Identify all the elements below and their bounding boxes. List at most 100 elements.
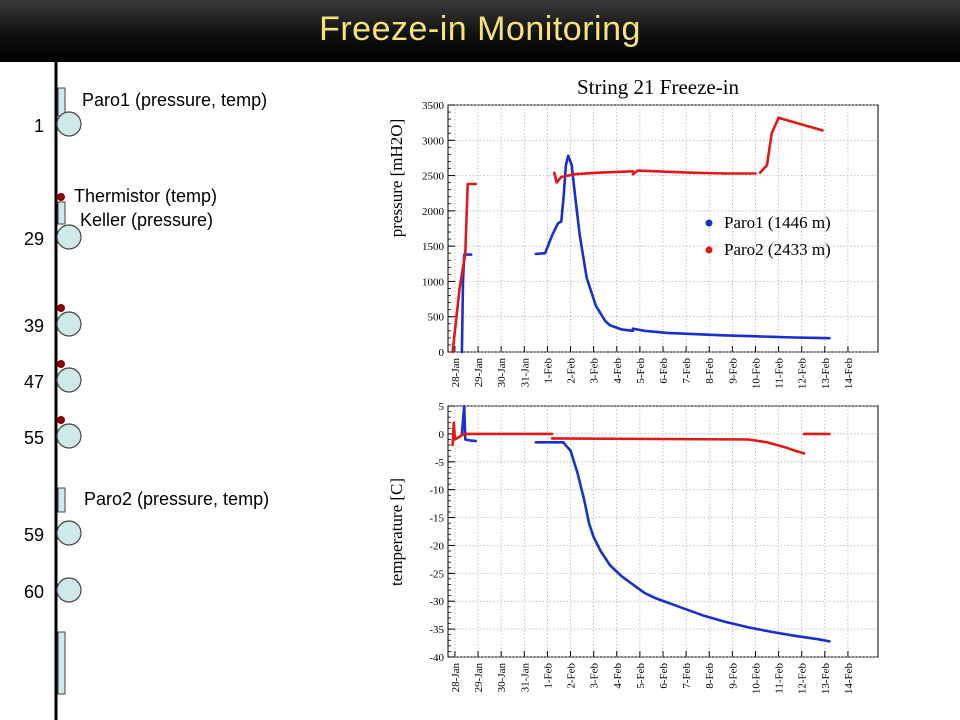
temperature-y-tick-label: -10 bbox=[429, 485, 444, 497]
temperature-x-tick-label: 12-Feb bbox=[797, 663, 809, 695]
sensor-label-paro1: Paro1 (pressure, temp) bbox=[82, 90, 267, 110]
pressure-series-line bbox=[451, 182, 477, 354]
pressure-x-tick-label: 13-Feb bbox=[820, 358, 832, 390]
dom-label-1: 1 bbox=[34, 116, 44, 136]
pressure-x-tick-label: 1-Feb bbox=[542, 358, 554, 384]
legend-marker bbox=[705, 219, 713, 227]
pressure-x-tick-label: 10-Feb bbox=[750, 358, 762, 390]
pressure-x-tick-label: 28-Jan bbox=[450, 358, 462, 388]
pressure-y-tick-label: 2500 bbox=[422, 171, 445, 183]
pressure-x-tick-label: 31-Jan bbox=[519, 358, 531, 388]
dom-circle-47 bbox=[56, 367, 82, 393]
pressure-y-tick-label: 500 bbox=[428, 312, 445, 324]
temperature-y-tick-label: -20 bbox=[429, 540, 444, 552]
pressure-series-line bbox=[534, 251, 547, 256]
pressure-x-tick-label: 9-Feb bbox=[727, 358, 739, 384]
chart-title: String 21 Freeze-in bbox=[577, 75, 740, 99]
temperature-y-tick-label: 5 bbox=[439, 401, 445, 413]
dom-label-59: 59 bbox=[24, 525, 44, 545]
pressure-series-line bbox=[543, 154, 635, 333]
temperature-series-line bbox=[562, 441, 831, 643]
temperature-y-axis-label: temperature [C] bbox=[387, 478, 406, 586]
legend-label: Paro2 (2433 m) bbox=[724, 240, 831, 259]
bottom-weight-box bbox=[57, 631, 66, 695]
pressure-x-tick-label: 11-Feb bbox=[774, 358, 786, 389]
temperature-x-tick-label: 14-Feb bbox=[843, 663, 855, 695]
thermistor-dot bbox=[57, 193, 65, 201]
freeze-in-chart: String 21 Freeze-in pressure [mH2O] temp… bbox=[387, 75, 879, 695]
sensor-label-thermistor: Thermistor (temp) bbox=[74, 186, 217, 206]
paro2-sensor-box bbox=[57, 487, 66, 513]
temperature-y-tick-label: -15 bbox=[429, 513, 444, 525]
pressure-x-tick-label: 14-Feb bbox=[843, 358, 855, 390]
pressure-series-line bbox=[553, 170, 635, 184]
dom-circle-1 bbox=[56, 111, 82, 137]
temperature-x-tick-label: 3-Feb bbox=[589, 663, 601, 689]
temperature-y-tick-label: 0 bbox=[439, 429, 445, 441]
pressure-y-tick-label: 1000 bbox=[422, 276, 445, 288]
pressure-series-line bbox=[631, 327, 831, 340]
temperature-x-tick-label: 8-Feb bbox=[704, 663, 716, 689]
pressure-x-tick-label: 29-Jan bbox=[473, 358, 485, 388]
temperature-x-tick-label: 2-Feb bbox=[566, 663, 578, 689]
pressure-x-tick-label: 6-Feb bbox=[658, 358, 670, 384]
temperature-y-tick-label: -40 bbox=[429, 652, 444, 664]
pressure-x-tick-label: 7-Feb bbox=[681, 358, 693, 384]
temperature-x-tick-label: 1-Feb bbox=[542, 663, 554, 689]
pressure-x-tick-label: 8-Feb bbox=[704, 358, 716, 384]
pressure-x-tick-label: 3-Feb bbox=[589, 358, 601, 384]
pressure-x-tick-label: 5-Feb bbox=[635, 358, 647, 384]
keller-sensor-box bbox=[57, 201, 66, 225]
temperature-y-tick-label: -25 bbox=[429, 568, 444, 580]
pressure-y-tick-label: 2000 bbox=[422, 206, 445, 218]
temperature-y-tick-label: -35 bbox=[429, 624, 444, 636]
dom-circle-60 bbox=[56, 577, 82, 603]
dom-label-47: 47 bbox=[24, 372, 44, 392]
temperature-series-line bbox=[550, 437, 750, 441]
sensor-label-keller: Keller (pressure) bbox=[80, 210, 213, 230]
temperature-series-line bbox=[460, 404, 477, 443]
temperature-x-tick-label: 31-Jan bbox=[519, 663, 531, 693]
page-title: Freeze-in Monitoring bbox=[319, 10, 641, 48]
pressure-panel: 28-Jan 29-Jan 30-Jan 31-Jan 1-Feb 2-Feb 3-Feb 4… bbox=[422, 100, 879, 390]
dom-label-29: 29 bbox=[24, 229, 44, 249]
pressure-y-tick-label: 1500 bbox=[422, 241, 445, 253]
dom-circle-39 bbox=[56, 311, 82, 337]
dom-label-60: 60 bbox=[24, 582, 44, 602]
pressure-x-tick-label: 2-Feb bbox=[566, 358, 578, 384]
temperature-x-tick-label: 5-Feb bbox=[635, 663, 647, 689]
legend-marker bbox=[705, 246, 713, 254]
string-diagram: 1 29 39 47 55 59 60 Paro1 (pressure, tem… bbox=[24, 62, 269, 720]
title-bar: Freeze-in Monitoring bbox=[0, 0, 960, 62]
temperature-x-tick-label: 6-Feb bbox=[658, 663, 670, 689]
temperature-series-line bbox=[451, 421, 480, 447]
temperature-x-tick-label: 29-Jan bbox=[473, 663, 485, 693]
pressure-series-line bbox=[631, 169, 757, 176]
temperature-x-tick-label: 4-Feb bbox=[612, 663, 624, 689]
dom-label-55: 55 bbox=[24, 428, 44, 448]
temperature-x-tick-label: 7-Feb bbox=[681, 663, 693, 689]
dom-circle-29 bbox=[56, 224, 82, 250]
dom-circle-55 bbox=[56, 423, 82, 449]
legend-label: Paro1 (1446 m) bbox=[724, 213, 831, 232]
pressure-y-tick-label: 3000 bbox=[422, 135, 445, 147]
pressure-series-line bbox=[758, 116, 824, 174]
pressure-y-axis-label: pressure [mH2O] bbox=[387, 119, 406, 238]
thermistor-dot bbox=[57, 416, 65, 424]
temperature-x-tick-label: 10-Feb bbox=[750, 663, 762, 695]
temperature-x-tick-label: 13-Feb bbox=[820, 663, 832, 695]
temperature-y-tick-label: -30 bbox=[429, 596, 444, 608]
temperature-x-tick-label: 30-Jan bbox=[496, 663, 508, 693]
paro1-sensor-box bbox=[57, 87, 66, 117]
temperature-x-tick-label: 9-Feb bbox=[727, 663, 739, 689]
temperature-panel: 28-Jan 29-Jan 30-Jan 31-Jan 1-Feb 2-Feb 3-Feb 4… bbox=[429, 401, 879, 695]
pressure-x-tick-label: 4-Feb bbox=[612, 358, 624, 384]
dom-label-39: 39 bbox=[24, 316, 44, 336]
temperature-plot-frame bbox=[447, 405, 879, 658]
pressure-x-tick-label: 30-Jan bbox=[496, 358, 508, 388]
dom-circle-59 bbox=[56, 520, 82, 546]
pressure-y-tick-label: 0 bbox=[439, 347, 445, 359]
pressure-y-tick-label: 3500 bbox=[422, 100, 445, 112]
pressure-x-tick-label: 12-Feb bbox=[797, 358, 809, 390]
temperature-y-tick-label: -5 bbox=[435, 457, 445, 469]
